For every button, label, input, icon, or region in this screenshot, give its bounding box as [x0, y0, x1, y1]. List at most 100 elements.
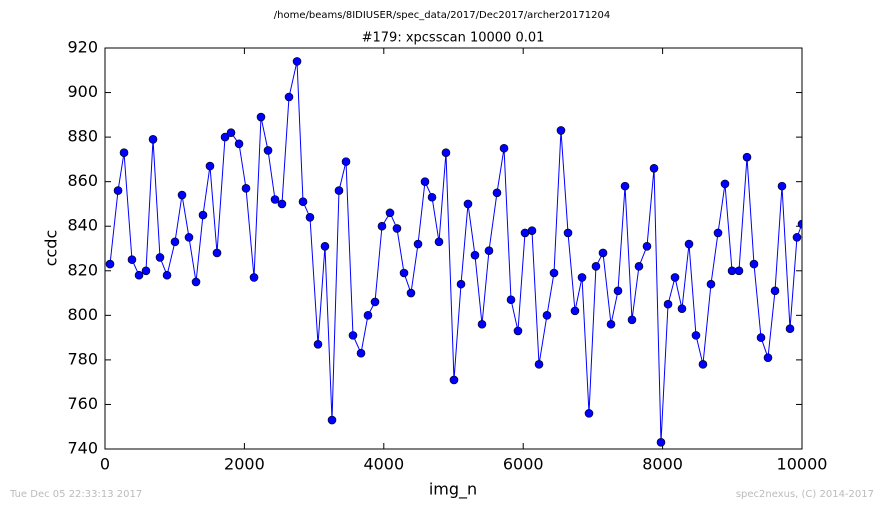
- data-point: [527, 226, 537, 235]
- data-point: [270, 195, 280, 204]
- x-tick-label: 10000: [777, 455, 828, 474]
- data-point: [399, 268, 409, 278]
- data-point: [542, 311, 552, 320]
- data-point: [506, 295, 516, 305]
- data-point: [177, 190, 187, 200]
- data-point: [205, 161, 215, 171]
- data-point: [220, 132, 230, 142]
- data-point: [305, 213, 315, 222]
- data-point: [427, 192, 437, 202]
- data-point: [234, 139, 244, 149]
- data-point: [606, 319, 616, 329]
- data-point: [649, 164, 659, 173]
- data-point: [613, 286, 623, 296]
- data-point: [155, 253, 165, 262]
- x-tick-label: 4000: [363, 455, 404, 474]
- data-point: [591, 262, 601, 271]
- data-point: [492, 188, 502, 198]
- data-point: [513, 326, 523, 336]
- y-tick-label: 900: [67, 82, 98, 101]
- data-point: [356, 348, 366, 358]
- data-point: [698, 360, 708, 369]
- y-tick-label: 800: [67, 305, 98, 324]
- data-point: [420, 177, 430, 186]
- data-point: [634, 262, 644, 271]
- data-point: [792, 233, 802, 242]
- data-point: [456, 279, 466, 289]
- data-point: [684, 239, 694, 249]
- data-point: [370, 297, 380, 307]
- data-point: [363, 311, 373, 320]
- x-tick-label: 6000: [503, 455, 544, 474]
- data-point: [284, 92, 294, 102]
- data-point: [348, 331, 358, 340]
- y-tick-label: 780: [67, 349, 98, 368]
- data-point: [327, 415, 337, 425]
- data-point: [263, 146, 273, 155]
- footer-left: Tue Dec 05 22:33:13 2017: [9, 489, 142, 500]
- data-point: [141, 266, 151, 276]
- data-point: [441, 148, 451, 158]
- suptitle: /home/beams/8IDIUSER/spec_data/2017/Dec2…: [274, 10, 610, 21]
- y-tick-label: 820: [67, 260, 98, 279]
- data-point: [570, 306, 580, 316]
- y-tick-label: 740: [67, 439, 98, 458]
- data-point: [777, 181, 787, 191]
- data-point: [392, 224, 402, 233]
- data-point: [620, 181, 630, 191]
- data-point: [320, 241, 330, 251]
- data-point: [656, 438, 666, 447]
- data-point: [577, 273, 587, 282]
- data-point: [277, 199, 287, 209]
- data-point: [134, 270, 144, 280]
- data-point: [463, 199, 473, 209]
- data-point: [770, 286, 780, 296]
- data-point: [663, 299, 673, 309]
- data-point: [377, 221, 387, 231]
- y-tick-label: 920: [67, 38, 98, 57]
- data-point: [413, 239, 423, 249]
- data-point: [334, 186, 344, 195]
- data-point: [734, 266, 744, 276]
- data-point: [484, 246, 494, 256]
- data-point: [706, 279, 716, 289]
- data-point: [212, 248, 222, 258]
- data-point: [470, 250, 480, 260]
- footer-right: spec2nexus, (C) 2014-2017: [736, 489, 874, 500]
- data-point: [341, 157, 351, 166]
- x-tick-label: 0: [100, 455, 110, 474]
- data-point: [549, 268, 559, 278]
- data-point: [534, 360, 544, 369]
- data-point: [127, 255, 137, 264]
- data-point: [584, 409, 594, 418]
- data-point: [385, 208, 395, 218]
- data-point: [292, 57, 302, 66]
- data-point: [691, 331, 701, 340]
- data-point: [756, 333, 766, 342]
- data-point: [670, 273, 680, 282]
- data-point: [785, 324, 795, 334]
- data-point: [742, 152, 752, 162]
- x-tick-label: 2000: [224, 455, 265, 474]
- y-tick-label: 760: [67, 394, 98, 413]
- plot-frame: [104, 47, 803, 450]
- data-point: [105, 259, 115, 269]
- data-point: [119, 148, 129, 158]
- data-point: [563, 228, 573, 238]
- y-axis-label: ccdc: [42, 230, 61, 267]
- data-point: [598, 248, 608, 258]
- data-point: [249, 273, 259, 282]
- data-point: [642, 241, 652, 251]
- data-point: [406, 288, 416, 298]
- data-point: [184, 233, 194, 242]
- data-point: [797, 219, 802, 229]
- data-point: [298, 197, 308, 207]
- x-tick-label: 8000: [642, 455, 683, 474]
- y-tick-label: 880: [67, 127, 98, 146]
- data-point: [256, 112, 266, 122]
- data-point: [434, 237, 444, 247]
- data-point: [499, 143, 509, 153]
- data-point: [720, 179, 730, 189]
- data-point: [556, 126, 566, 135]
